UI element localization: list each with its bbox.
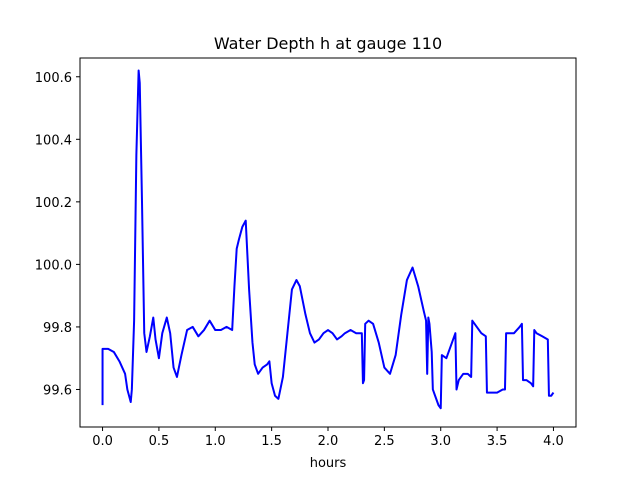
y-tick-label: 100.6 (35, 71, 72, 86)
x-tick-label: 1.0 (205, 434, 226, 449)
x-tick-label: 3.5 (487, 434, 508, 449)
x-tick-label: 2.0 (318, 434, 339, 449)
plot-area (101, 69, 555, 410)
x-tick-label: 0.5 (149, 434, 170, 449)
axes-frame (79, 57, 577, 428)
x-tick-label: 0.0 (92, 434, 113, 449)
y-tick-label: 100.4 (35, 133, 72, 148)
x-tick-label: 1.5 (261, 434, 282, 449)
x-axis: 0.0 0.5 1.0 1.5 2.0 2.5 3.0 3.5 4.0 (92, 427, 564, 449)
x-axis-label: hours (310, 456, 347, 471)
x-tick-label: 4.0 (543, 434, 564, 449)
y-tick-label: 100.2 (35, 196, 72, 211)
y-tick-label: 99.6 (43, 383, 72, 398)
x-tick-label: 2.5 (374, 434, 395, 449)
y-axis: 99.6 99.8 100.0 100.2 100.4 100.6 (35, 71, 80, 398)
y-tick-label: 100.0 (35, 258, 72, 273)
chart-title: Water Depth h at gauge 110 (214, 34, 442, 53)
series-line-water-depth (101, 69, 555, 410)
x-tick-label: 3.0 (430, 434, 451, 449)
y-tick-label: 99.8 (43, 321, 72, 336)
